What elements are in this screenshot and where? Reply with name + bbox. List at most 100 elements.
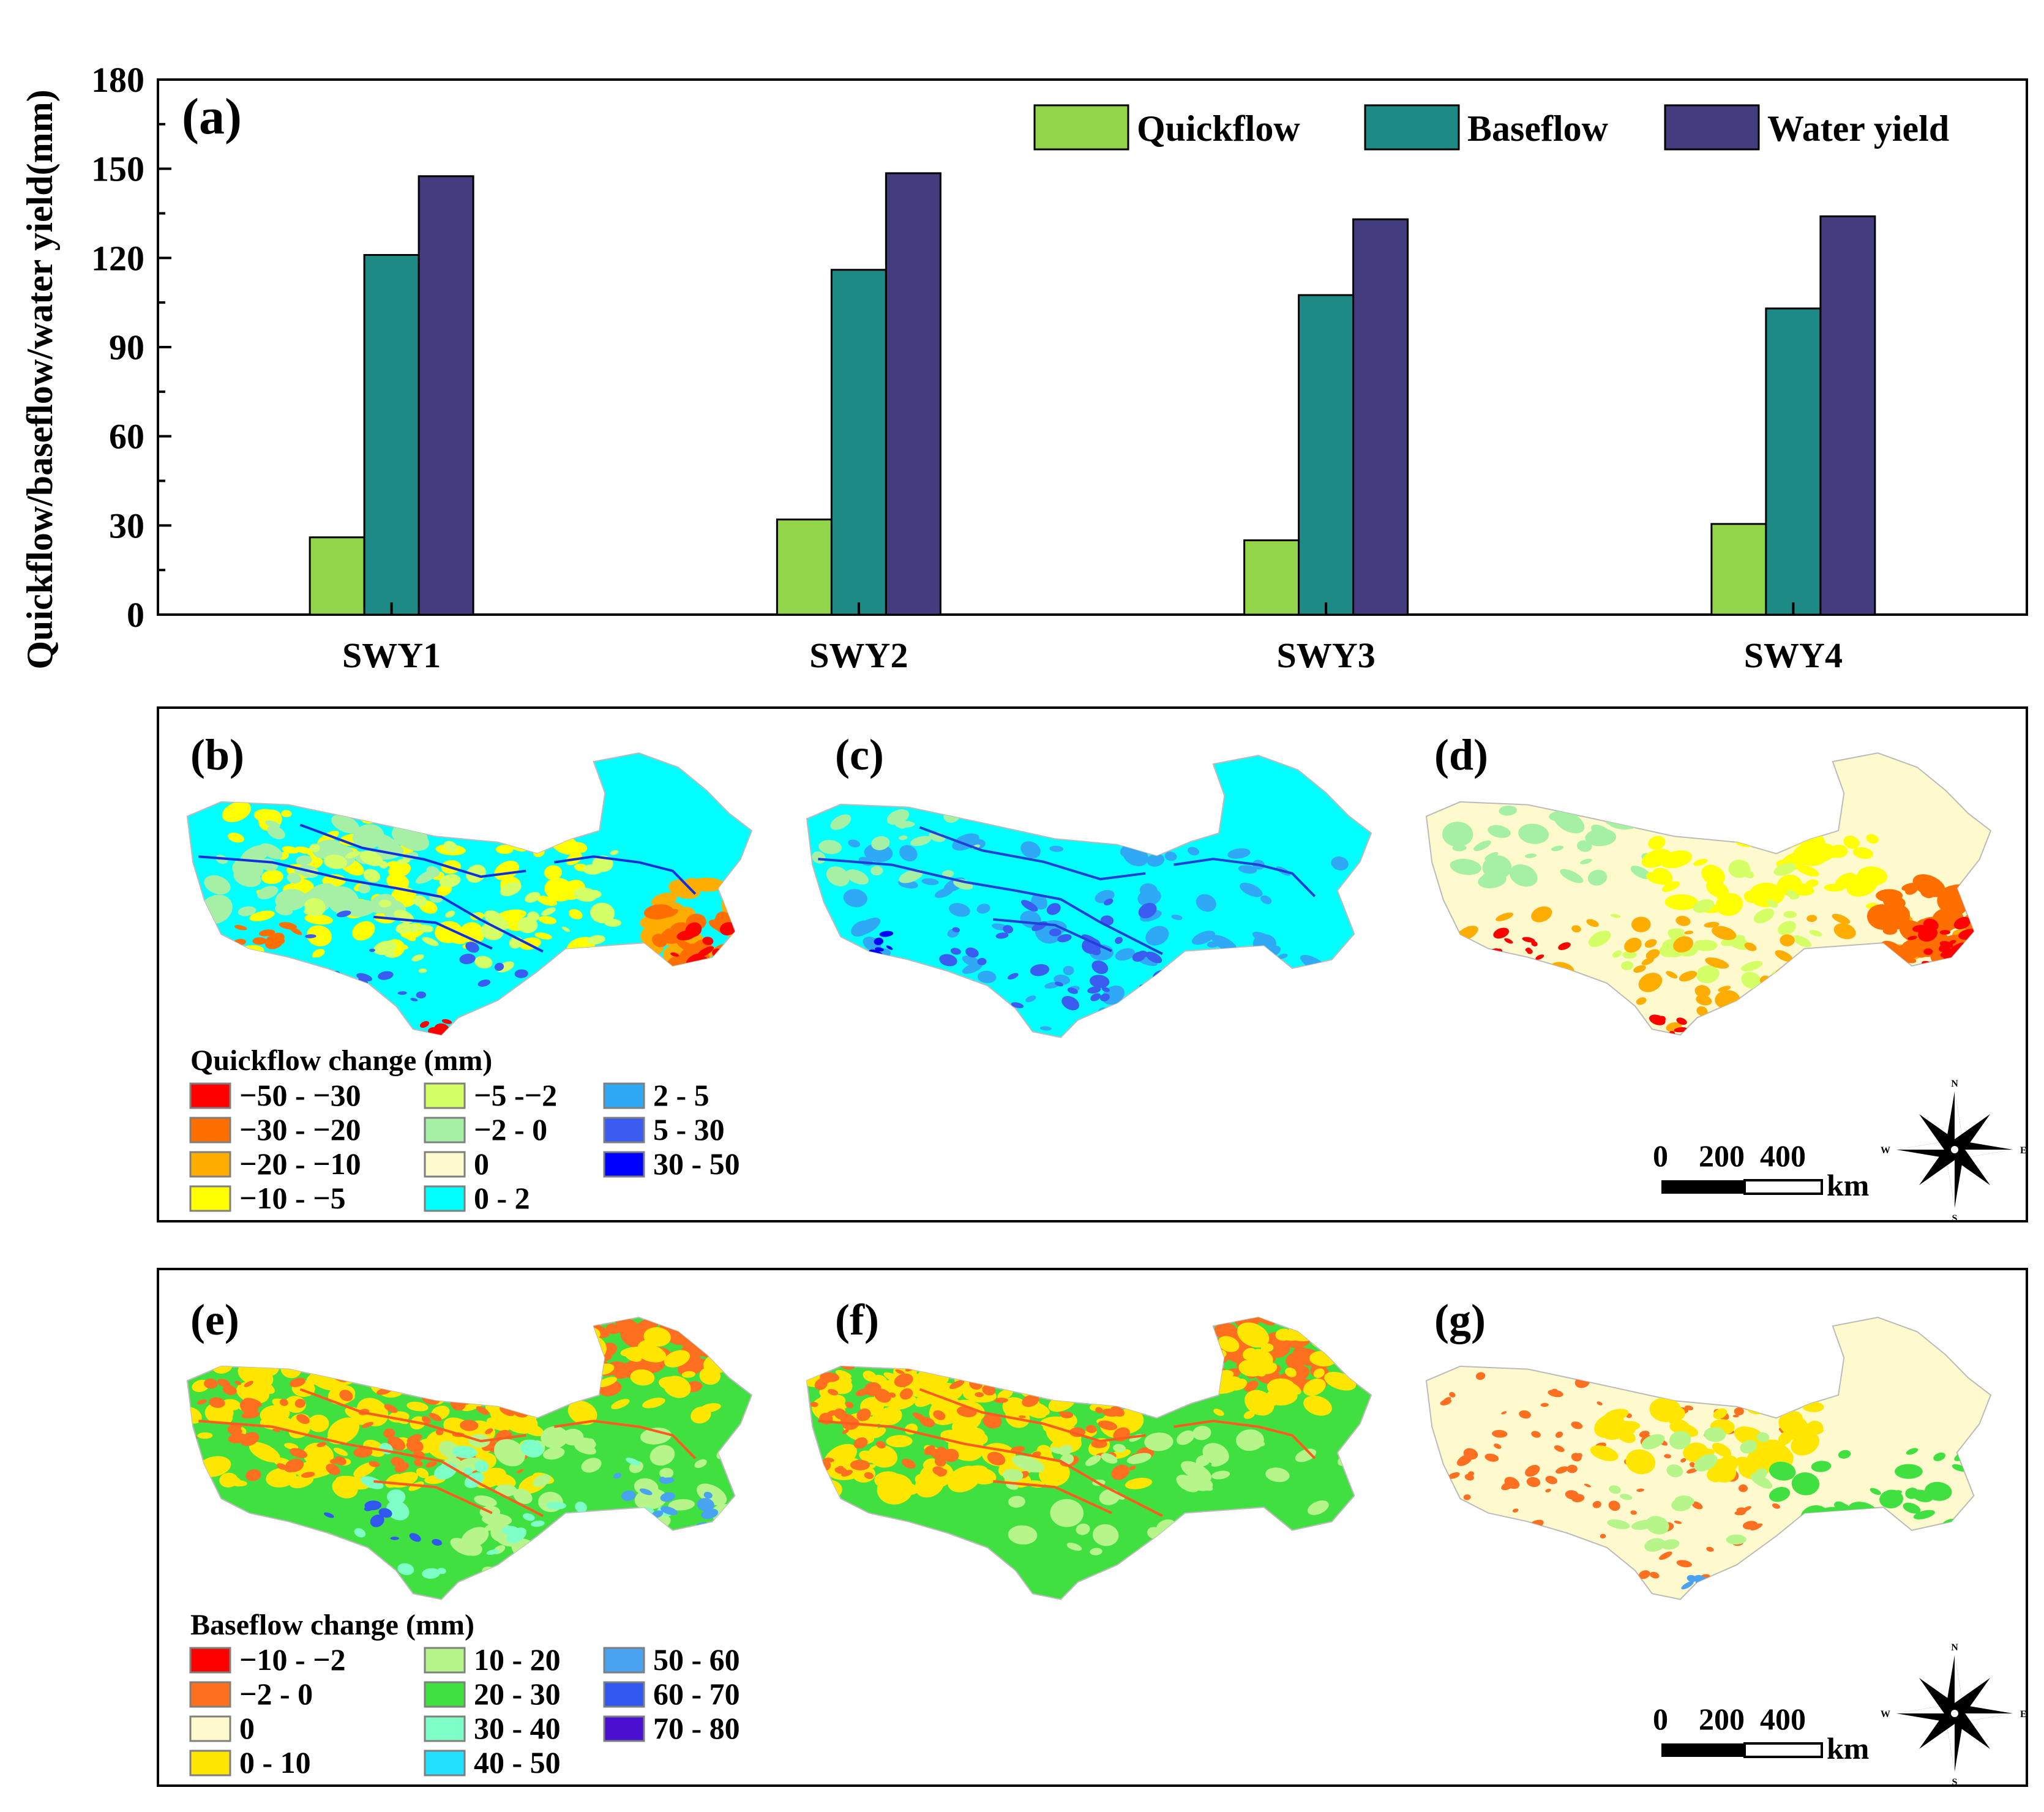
map-patch xyxy=(575,1501,587,1513)
map-patch xyxy=(735,1497,743,1502)
map-patch xyxy=(1111,1464,1129,1480)
map-patch xyxy=(1945,1524,1969,1541)
map-patch xyxy=(715,1533,733,1547)
map-patch xyxy=(341,1363,360,1372)
map-patch xyxy=(538,916,557,924)
map-patch xyxy=(1704,870,1720,880)
map-patch xyxy=(1604,1409,1629,1421)
map-patch xyxy=(635,1344,667,1363)
map-patch xyxy=(912,974,922,981)
map-patch xyxy=(830,814,852,830)
map-patch xyxy=(1453,1028,1466,1034)
map-patch xyxy=(871,836,890,850)
map-patch xyxy=(1443,960,1469,969)
map-patch xyxy=(684,1575,706,1591)
map-patch xyxy=(1492,1429,1508,1438)
map-patch xyxy=(1211,1470,1230,1480)
map-patch xyxy=(514,969,528,978)
map-patch xyxy=(486,1549,499,1555)
map-patch xyxy=(411,954,424,962)
map-patch xyxy=(352,824,384,850)
map-patch xyxy=(345,851,361,859)
map-patch xyxy=(1125,1390,1145,1404)
map-patch xyxy=(863,1371,877,1382)
map-patch xyxy=(949,1365,964,1370)
map-patch xyxy=(1622,951,1637,959)
map-patch xyxy=(664,1350,691,1368)
map-patch xyxy=(1450,1532,1467,1538)
map-patch xyxy=(594,1529,610,1540)
map-patch xyxy=(1590,1445,1619,1461)
map-patch xyxy=(962,1430,988,1446)
map-patch xyxy=(1571,1421,1583,1429)
map-patch xyxy=(258,929,275,937)
map-patch xyxy=(433,1361,447,1371)
map-patch xyxy=(1584,1483,1592,1488)
map-patch xyxy=(1191,930,1216,945)
map-patch xyxy=(728,1541,748,1554)
map-patch xyxy=(414,1387,426,1394)
map-patch xyxy=(1895,1464,1923,1479)
map-patch xyxy=(626,1458,641,1466)
map-patch xyxy=(418,968,427,973)
map-patch xyxy=(939,954,957,967)
map-patch xyxy=(1055,981,1063,987)
legend-swatch xyxy=(424,1185,466,1212)
map-patch xyxy=(1525,853,1537,858)
map-patch xyxy=(490,1473,516,1489)
map-patch xyxy=(445,910,455,918)
map-patch xyxy=(1091,960,1109,975)
map-patch xyxy=(364,1500,382,1511)
map-patch xyxy=(298,997,304,1001)
map-patch xyxy=(1131,1365,1153,1380)
legend-swatch xyxy=(603,1681,645,1708)
map-patch xyxy=(429,1359,465,1372)
map-patch xyxy=(582,1438,594,1446)
map-patch xyxy=(1090,1548,1102,1556)
quickflow-panel-frame xyxy=(157,706,2028,1222)
map-patch xyxy=(586,1551,610,1565)
map-patch xyxy=(1706,1546,1714,1552)
map-patch xyxy=(946,1364,974,1376)
map-patch xyxy=(396,1374,410,1383)
map-patch xyxy=(501,1526,519,1535)
map-patch xyxy=(1303,1379,1326,1396)
map-patch xyxy=(432,1538,443,1546)
map-patch xyxy=(1008,1525,1038,1545)
map-patch xyxy=(1236,1558,1265,1574)
map-patch xyxy=(378,1508,392,1518)
map-patch xyxy=(1638,973,1663,992)
map-patch xyxy=(1631,916,1651,932)
map-patch xyxy=(1450,858,1481,875)
map-patch xyxy=(670,952,679,957)
map-patch xyxy=(932,1466,946,1476)
map-patch xyxy=(1066,1543,1082,1551)
map-patch xyxy=(197,1399,207,1405)
map-patch xyxy=(1522,937,1535,943)
map-patch xyxy=(252,937,267,945)
map-patch xyxy=(1082,934,1098,944)
map-patch xyxy=(324,1512,334,1518)
map-patch xyxy=(1112,1361,1127,1371)
map-patch xyxy=(304,908,315,915)
map-patch xyxy=(1065,1362,1093,1385)
map-patch xyxy=(1020,900,1038,912)
map-patch xyxy=(1806,1420,1824,1435)
map-patch xyxy=(1580,858,1592,864)
map-patch xyxy=(369,1461,380,1467)
map-patch xyxy=(930,1452,940,1459)
map-patch xyxy=(354,1528,366,1538)
map-patch xyxy=(244,1380,253,1387)
map-patch xyxy=(473,1387,501,1401)
map-patch xyxy=(975,1392,984,1398)
map-patch xyxy=(1002,1469,1024,1482)
map-patch xyxy=(1545,1475,1557,1484)
map-river xyxy=(919,826,1146,881)
map-patch xyxy=(408,1369,433,1383)
map-patch xyxy=(965,947,979,958)
map-patch xyxy=(627,1528,646,1540)
map-patch xyxy=(1783,910,1797,918)
compass-e: E xyxy=(2020,1145,2027,1156)
map-patch xyxy=(623,1520,632,1527)
